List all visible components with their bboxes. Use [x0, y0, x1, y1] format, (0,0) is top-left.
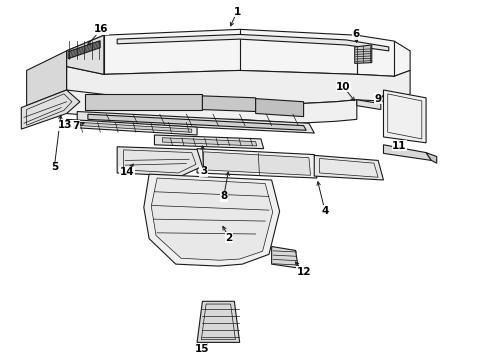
Text: 5: 5 — [50, 162, 58, 172]
Text: 1: 1 — [233, 7, 241, 17]
Polygon shape — [144, 174, 280, 266]
Polygon shape — [384, 90, 426, 143]
Polygon shape — [68, 41, 100, 59]
Polygon shape — [314, 156, 384, 180]
Text: 10: 10 — [336, 82, 351, 92]
Text: 16: 16 — [94, 24, 108, 34]
Text: 11: 11 — [392, 140, 407, 150]
Polygon shape — [154, 135, 264, 149]
Polygon shape — [67, 120, 197, 135]
Text: 8: 8 — [220, 192, 227, 202]
Polygon shape — [26, 51, 67, 105]
Text: 3: 3 — [200, 166, 207, 176]
Polygon shape — [67, 90, 357, 123]
Polygon shape — [384, 145, 431, 161]
Polygon shape — [355, 45, 372, 63]
Polygon shape — [197, 301, 240, 342]
Text: 2: 2 — [225, 233, 233, 243]
Polygon shape — [357, 100, 381, 109]
Polygon shape — [203, 152, 311, 175]
Polygon shape — [256, 99, 304, 117]
Polygon shape — [67, 35, 104, 75]
Text: 6: 6 — [352, 30, 359, 40]
Polygon shape — [163, 138, 257, 146]
Text: 12: 12 — [296, 267, 311, 277]
Text: 4: 4 — [321, 206, 329, 216]
Polygon shape — [117, 35, 389, 51]
Text: 13: 13 — [58, 120, 73, 130]
Polygon shape — [77, 112, 314, 133]
Polygon shape — [202, 96, 256, 112]
Text: 7: 7 — [73, 121, 80, 131]
Polygon shape — [21, 90, 80, 129]
Text: 9: 9 — [374, 94, 382, 104]
Polygon shape — [151, 178, 273, 260]
Polygon shape — [271, 247, 298, 268]
Polygon shape — [74, 122, 192, 132]
Polygon shape — [67, 67, 410, 104]
Polygon shape — [88, 114, 306, 130]
Polygon shape — [85, 94, 202, 109]
Text: 15: 15 — [195, 344, 210, 354]
Polygon shape — [117, 147, 202, 176]
Text: 14: 14 — [120, 167, 134, 177]
Polygon shape — [197, 149, 317, 178]
Polygon shape — [426, 153, 437, 163]
Polygon shape — [67, 30, 410, 76]
